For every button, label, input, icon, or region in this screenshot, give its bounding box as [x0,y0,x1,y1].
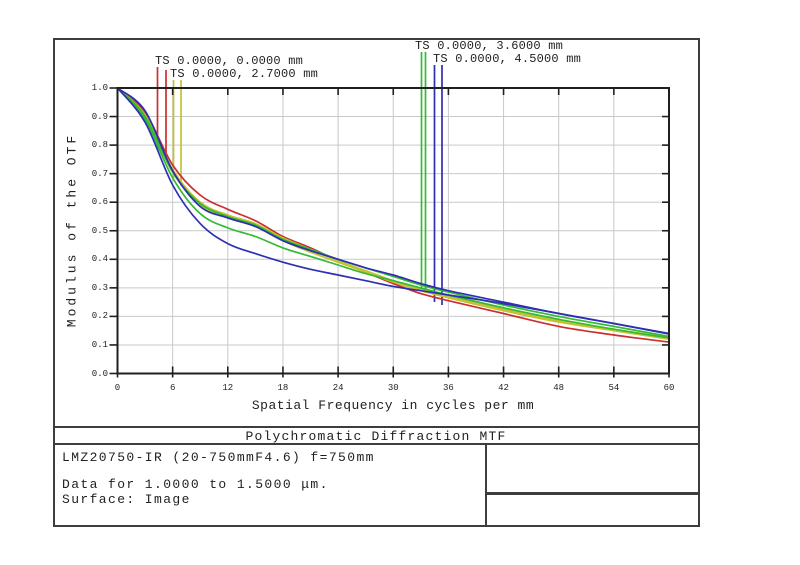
x-tick-label: 18 [277,383,289,393]
mtf-curve [116,87,670,339]
y-tick-label: 0.4 [91,254,108,265]
mtf-curve [116,87,670,339]
y-tick-label: 0.0 [91,368,108,379]
x-tick-label: 60 [663,383,675,393]
x-tick-label: 12 [222,383,234,393]
y-tick-label: 0.2 [91,311,108,322]
mtf-curve [116,87,670,335]
x-tick-label: 54 [608,383,620,393]
legend-label: TS 0.0000, 3.6000 mm [415,39,564,53]
x-tick-label: 36 [442,383,454,393]
y-tick-label: 0.1 [91,339,108,350]
y-tick-label: 0.7 [91,168,108,179]
x-tick-label: 6 [169,383,176,393]
surface-label: Surface: Image [62,492,191,507]
y-tick-label: 0.5 [91,225,108,236]
chart-title: Polychromatic Diffraction MTF [245,429,507,444]
table-border-top [53,426,700,428]
y-tick-label: 0.6 [91,197,108,208]
x-tick-label: 30 [387,383,399,393]
lens-description: LMZ20750-IR (20-750mmF4.6) f=750mm [62,450,375,465]
y-tick-label: 1.0 [91,83,108,93]
x-tick-label: 48 [553,383,565,393]
legend-label: TS 0.0000, 2.7000 mm [170,67,319,81]
legend-label: TS 0.0000, 4.5000 mm [433,52,582,66]
legend-label: TS 0.0000, 0.0000 mm [155,54,304,68]
y-tick-label: 0.3 [91,282,108,293]
y-tick-label: 0.9 [91,111,108,122]
drawing-frame-border [53,38,700,527]
mtf-curve [116,87,670,335]
x-tick-label: 24 [332,383,344,393]
wavelength-range: Data for 1.0000 to 1.5000 μm. [62,477,329,492]
x-tick-label: 42 [498,383,509,393]
x-tick-label: 0 [114,383,121,393]
table-divider-vertical [485,443,487,527]
table-divider-right-cell [485,492,700,495]
y-tick-label: 0.8 [91,140,108,151]
table-border-title-bottom [53,443,700,445]
x-axis-title: Spatial Frequency in cycles per mm [251,398,535,413]
